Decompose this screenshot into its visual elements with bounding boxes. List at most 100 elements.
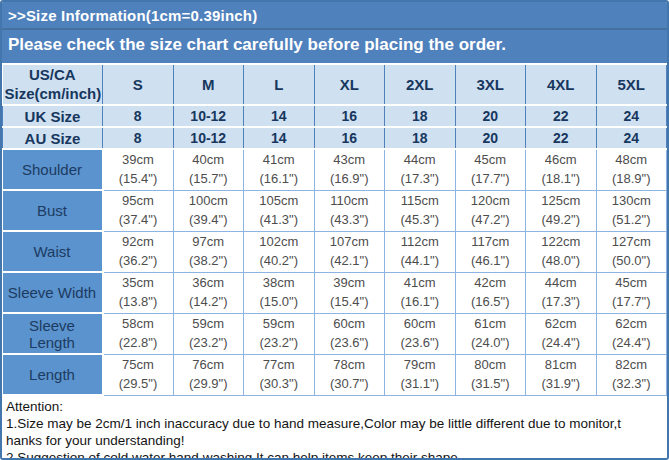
- value-cm: 82cm: [599, 356, 665, 375]
- value-inch: (15.0"): [246, 293, 312, 312]
- value-inch: (14.2"): [176, 293, 242, 312]
- measurement-value-cell: 97cm(38.2"): [173, 231, 244, 272]
- us-ca-size-corner-cell: US/CASize(cm/inch): [3, 65, 103, 105]
- size-header-cell: M: [173, 65, 244, 105]
- size-chart-image: >>Size Information(1cm=0.39inch) Please …: [0, 0, 669, 460]
- measurement-value-cell: 38cm(15.0"): [244, 272, 315, 313]
- measurement-label: Waist: [3, 231, 103, 272]
- measurement-value-cell: 107cm(42.1"): [314, 231, 385, 272]
- measurement-value-cell: 95cm(37.4"): [103, 190, 174, 231]
- value-inch: (31.9"): [528, 375, 594, 394]
- value-inch: (15.7"): [176, 170, 242, 189]
- size-header-cell: 3XL: [455, 65, 526, 105]
- value-inch: (36.2"): [106, 252, 171, 271]
- value-inch: (41.3"): [246, 211, 312, 230]
- au-size-row-value: 22: [526, 127, 597, 149]
- measurement-value-cell: 75cm(29.5"): [103, 354, 174, 395]
- value-inch: (22.8"): [106, 334, 171, 353]
- value-cm: 117cm: [458, 233, 524, 252]
- value-cm: 115cm: [387, 192, 453, 211]
- measurement-label: Sleeve Length: [3, 313, 103, 354]
- measurement-value-cell: 35cm(13.8"): [103, 272, 174, 313]
- measurement-row: Bust95cm(37.4")100cm(39.4")105cm(41.3")1…: [3, 190, 667, 231]
- measurement-row: Sleeve Width35cm(13.8")36cm(14.2")38cm(1…: [3, 272, 667, 313]
- measurement-value-cell: 125cm(49.2"): [526, 190, 597, 231]
- value-cm: 127cm: [599, 233, 665, 252]
- value-cm: 39cm: [317, 274, 383, 293]
- measurement-value-cell: 60cm(23.6"): [385, 313, 456, 354]
- value-cm: 102cm: [246, 233, 312, 252]
- value-cm: 80cm: [458, 356, 524, 375]
- value-inch: (15.4"): [106, 170, 171, 189]
- value-cm: 41cm: [387, 274, 453, 293]
- value-inch: (46.1"): [458, 252, 524, 271]
- value-cm: 95cm: [106, 192, 171, 211]
- measurement-row: Waist92cm(36.2")97cm(38.2")102cm(40.2")1…: [3, 231, 667, 272]
- uk-size-row-value: 14: [244, 105, 315, 127]
- value-cm: 40cm: [176, 151, 242, 170]
- value-cm: 112cm: [387, 233, 453, 252]
- measurement-value-cell: 80cm(31.5"): [455, 354, 526, 395]
- uk-size-row-value: 8: [103, 105, 174, 127]
- measurement-value-cell: 100cm(39.4"): [173, 190, 244, 231]
- au-size-row-value: 8: [103, 127, 174, 149]
- value-cm: 122cm: [528, 233, 594, 252]
- value-cm: 125cm: [528, 192, 594, 211]
- value-inch: (16.9"): [317, 170, 383, 189]
- measurement-value-cell: 41cm(16.1"): [385, 272, 456, 313]
- value-inch: (39.4"): [176, 211, 242, 230]
- size-header-cell: S: [103, 65, 174, 105]
- measurement-value-cell: 59cm(23.2"): [244, 313, 315, 354]
- measurement-value-cell: 62cm(24.4"): [526, 313, 597, 354]
- value-cm: 120cm: [458, 192, 524, 211]
- value-cm: 77cm: [246, 356, 312, 375]
- value-cm: 62cm: [528, 315, 594, 334]
- measurement-value-cell: 59cm(23.2"): [173, 313, 244, 354]
- size-header-row: US/CASize(cm/inch)SMLXL2XL3XL4XL5XL: [3, 65, 667, 105]
- measurement-value-cell: 122cm(48.0"): [526, 231, 597, 272]
- measurement-value-cell: 40cm(15.7"): [173, 149, 244, 190]
- value-inch: (40.2"): [246, 252, 312, 271]
- check-size-chart-notice: Please check the size chart carefully be…: [2, 30, 667, 63]
- value-inch: (24.4"): [528, 334, 594, 353]
- measurement-value-cell: 79cm(31.1"): [385, 354, 456, 395]
- measurement-value-cell: 39cm(15.4"): [103, 149, 174, 190]
- size-information-title: >>Size Information(1cm=0.39inch): [2, 2, 667, 30]
- value-inch: (17.3"): [528, 293, 594, 312]
- measurement-value-cell: 44cm(17.3"): [526, 272, 597, 313]
- value-cm: 81cm: [528, 356, 594, 375]
- value-inch: (31.5"): [458, 375, 524, 394]
- value-cm: 79cm: [387, 356, 453, 375]
- value-inch: (43.3"): [317, 211, 383, 230]
- measurement-row: Length75cm(29.5")76cm(29.9")77cm(30.3")7…: [3, 354, 667, 395]
- measurement-row: Shoulder39cm(15.4")40cm(15.7")41cm(16.1"…: [3, 149, 667, 190]
- value-inch: (16.5"): [458, 293, 524, 312]
- value-inch: (29.9"): [176, 375, 242, 394]
- value-inch: (38.2"): [176, 252, 242, 271]
- size-header-cell: 4XL: [526, 65, 597, 105]
- measurement-label: Shoulder: [3, 149, 103, 190]
- value-inch: (13.8"): [106, 293, 171, 312]
- value-inch: (15.4"): [317, 293, 383, 312]
- measurement-value-cell: 130cm(51.2"): [596, 190, 667, 231]
- size-table: US/CASize(cm/inch)SMLXL2XL3XL4XL5XLUK Si…: [2, 65, 667, 396]
- measurement-value-cell: 110cm(43.3"): [314, 190, 385, 231]
- value-cm: 60cm: [317, 315, 383, 334]
- value-cm: 58cm: [106, 315, 171, 334]
- value-inch: (17.3"): [387, 170, 453, 189]
- value-cm: 36cm: [176, 274, 242, 293]
- uk-size-row-label: UK Size: [3, 105, 103, 127]
- measurement-value-cell: 44cm(17.3"): [385, 149, 456, 190]
- measurement-value-cell: 92cm(36.2"): [103, 231, 174, 272]
- value-cm: 38cm: [246, 274, 312, 293]
- attention-line: hanks for your understanding!: [6, 432, 663, 449]
- value-cm: 130cm: [599, 192, 665, 211]
- value-cm: 61cm: [458, 315, 524, 334]
- value-cm: 43cm: [317, 151, 383, 170]
- measurement-row: Sleeve Length58cm(22.8")59cm(23.2")59cm(…: [3, 313, 667, 354]
- value-inch: (30.3"): [246, 375, 312, 394]
- value-inch: (49.2"): [528, 211, 594, 230]
- au-size-row-value: 18: [385, 127, 456, 149]
- measurement-label: Sleeve Width: [3, 272, 103, 313]
- value-inch: (29.5"): [106, 375, 171, 394]
